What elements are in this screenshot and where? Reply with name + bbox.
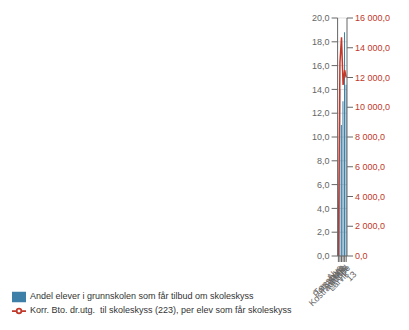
svg-text:12 000,0: 12 000,0 — [355, 73, 390, 83]
svg-text:4 000,0: 4 000,0 — [355, 192, 385, 202]
svg-text:6 000,0: 6 000,0 — [355, 162, 385, 172]
svg-text:10 000,0: 10 000,0 — [355, 102, 390, 112]
svg-text:0,0: 0,0 — [355, 251, 368, 261]
svg-text:18,0: 18,0 — [312, 37, 330, 47]
svg-text:2 000,0: 2 000,0 — [355, 221, 385, 231]
svg-text:4,0: 4,0 — [317, 204, 330, 214]
svg-text:8,0: 8,0 — [317, 156, 330, 166]
svg-text:16 000,0: 16 000,0 — [355, 13, 390, 23]
svg-text:6,0: 6,0 — [317, 180, 330, 190]
svg-text:0,0: 0,0 — [317, 251, 330, 261]
svg-text:10,0: 10,0 — [312, 132, 330, 142]
svg-text:12,0: 12,0 — [312, 108, 330, 118]
svg-text:Kostragruppe13: Kostragruppe13 — [307, 263, 359, 315]
svg-text:2,0: 2,0 — [317, 227, 330, 237]
svg-text:14,0: 14,0 — [312, 85, 330, 95]
svg-text:14 000,0: 14 000,0 — [355, 43, 390, 53]
svg-text:16,0: 16,0 — [312, 61, 330, 71]
svg-text:20,0: 20,0 — [312, 13, 330, 23]
svg-text:8 000,0: 8 000,0 — [355, 132, 385, 142]
